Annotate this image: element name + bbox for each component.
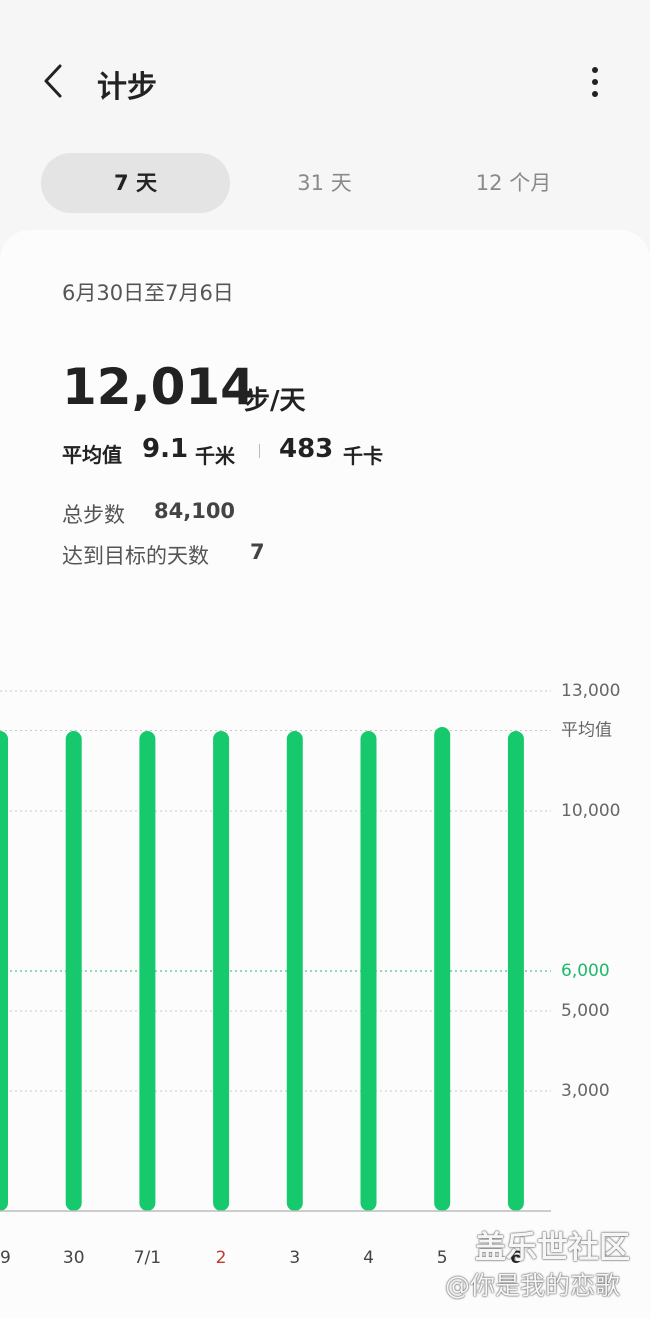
y-tick-label: 13,000 bbox=[561, 681, 620, 701]
total-label: 总步数 bbox=[62, 503, 125, 527]
goal-days-label: 达到目标的天数 bbox=[62, 544, 209, 568]
total: 84,100 bbox=[154, 499, 236, 523]
daily-unit: 步/天 bbox=[244, 386, 306, 416]
calories-unit: 千卡 bbox=[343, 444, 383, 468]
distance-unit: 千米 bbox=[195, 444, 235, 468]
x-tick-label: 30 bbox=[63, 1248, 85, 1268]
y-tick-label: 10,000 bbox=[561, 801, 620, 821]
x-tick-label: 5 bbox=[437, 1248, 448, 1268]
back-button[interactable] bbox=[38, 62, 68, 100]
tab[interactable]: 12 个月 bbox=[475, 171, 552, 195]
bar bbox=[434, 727, 451, 1211]
x-tick-label: 6 bbox=[510, 1248, 522, 1268]
chart: 3,000 5,000 10,000 13,000 6,000 平均值 29 30 7/1 2 3 4… bbox=[0, 681, 620, 1268]
tab[interactable]: 7 天 bbox=[41, 153, 230, 213]
bar bbox=[65, 731, 82, 1211]
x-tick-label: 7/1 bbox=[134, 1248, 161, 1268]
x-tick-label: 3 bbox=[289, 1248, 300, 1268]
calories: 483 bbox=[279, 434, 334, 464]
watermark: @你是我的恋歌 bbox=[445, 1271, 621, 1300]
bar bbox=[139, 731, 156, 1211]
watermark: 盖乐世社区 bbox=[475, 1230, 630, 1266]
bar bbox=[286, 731, 303, 1211]
bar bbox=[507, 731, 524, 1211]
y-tick-label: 5,000 bbox=[561, 1001, 610, 1021]
goal-days: 7 bbox=[250, 540, 265, 564]
y-tick-label: 3,000 bbox=[561, 1081, 610, 1101]
page-title: 计步 bbox=[97, 70, 157, 105]
x-tick-label: 4 bbox=[363, 1248, 374, 1268]
date-range: 6月30日至7月6日 bbox=[62, 281, 234, 305]
card bbox=[0, 230, 650, 1318]
average-label: 平均值 bbox=[561, 720, 612, 740]
tab[interactable]: 31 天 bbox=[297, 171, 352, 195]
x-tick-label: 29 bbox=[0, 1248, 11, 1268]
daily-steps: 12,014 bbox=[62, 358, 255, 416]
goal-label: 6,000 bbox=[561, 961, 610, 981]
bar bbox=[360, 731, 377, 1211]
x-tick-label: 2 bbox=[216, 1248, 227, 1268]
average-label: 平均值 bbox=[62, 443, 122, 467]
distance: 9.1 bbox=[142, 434, 189, 464]
divider bbox=[259, 444, 260, 458]
more-button[interactable] bbox=[585, 64, 605, 100]
bar bbox=[213, 731, 230, 1211]
bar bbox=[0, 731, 8, 1211]
